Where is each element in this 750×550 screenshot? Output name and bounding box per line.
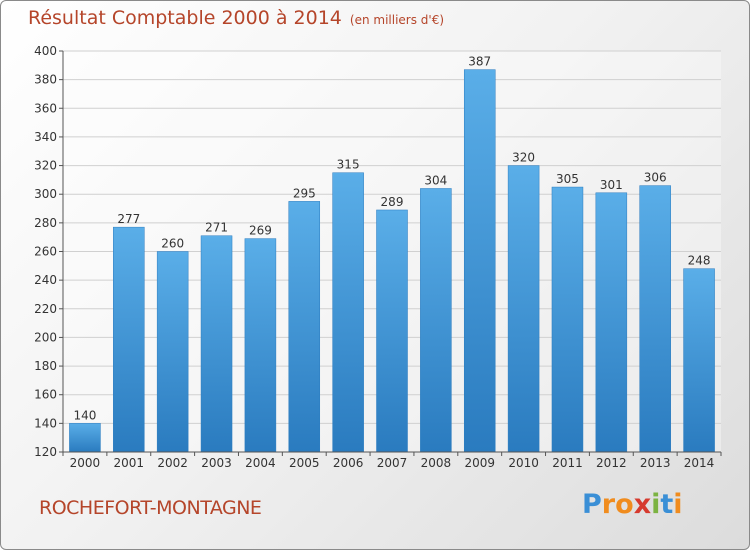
x-tick-label: 2005: [289, 456, 320, 470]
x-tick-label: 2004: [245, 456, 276, 470]
value-label: 289: [381, 195, 404, 209]
logo-letter: o: [615, 489, 634, 520]
y-tick-label: 380: [34, 73, 57, 87]
x-axis: 2000 2001 2002 2003 2004 2005 2006 2007 2008 2009…: [62, 451, 722, 470]
bar-2006: [332, 172, 364, 453]
bar-2007: [376, 209, 408, 453]
bars: 140 277 260 271 269 295 315 289 304 387 320 305 301 3…: [69, 55, 715, 453]
y-tick-label: 400: [34, 44, 57, 58]
logo-letter: P: [582, 489, 602, 520]
y-tick-label: 340: [34, 130, 57, 144]
logo-letter: x: [633, 489, 652, 520]
logo-letter: r: [601, 489, 616, 520]
x-tick-label: 2006: [333, 456, 364, 470]
value-label: 301: [600, 178, 623, 192]
bar-2001: [113, 226, 145, 453]
y-tick-label: 240: [34, 273, 57, 287]
bar-2012: [595, 192, 628, 453]
value-label: 315: [337, 158, 360, 172]
logo-letter: i: [673, 489, 683, 520]
y-tick-label: 200: [34, 330, 57, 344]
logo-letter: t: [660, 489, 674, 520]
value-label: 304: [424, 173, 447, 187]
y-tick-label: 220: [34, 302, 57, 316]
commune-name: ROCHEFORT-MONTAGNE: [39, 497, 262, 519]
x-tick-label: 2012: [596, 456, 627, 470]
x-tick-label: 2008: [421, 456, 452, 470]
y-tick-label: 320: [34, 159, 57, 173]
bar-2008: [420, 188, 452, 453]
bar-2002: [156, 251, 189, 453]
y-tick-label: 160: [34, 388, 57, 402]
y-tick-label: 260: [34, 245, 57, 259]
value-label: 140: [73, 408, 96, 422]
bar-2004: [244, 238, 277, 453]
y-axis: 120 140 160 180 200 220 240 260 280 300 320 340 360 3…: [34, 44, 64, 459]
logo-letter: i: [651, 489, 661, 520]
chart-unit: (en milliers d'€): [349, 13, 445, 27]
bar-2003: [200, 235, 233, 453]
value-label: 260: [161, 237, 184, 251]
x-tick-label: 2003: [201, 456, 232, 470]
value-label: 248: [688, 254, 711, 268]
value-label: 320: [512, 151, 535, 165]
chart-title: Résultat Comptable 2000 à 2014 (en millie…: [28, 7, 444, 29]
value-label: 271: [205, 221, 228, 235]
x-tick-label: 2010: [508, 456, 539, 470]
x-tick-label: 2001: [114, 456, 145, 470]
bar-2014: [683, 268, 715, 453]
y-tick-label: 360: [34, 101, 57, 115]
y-tick-label: 180: [34, 359, 57, 373]
y-tick-label: 120: [34, 445, 57, 459]
x-tick-label: 2013: [640, 456, 671, 470]
chart-title-text: Résultat Comptable 2000 à 2014: [28, 7, 342, 29]
value-label: 269: [249, 224, 272, 238]
value-label: 387: [468, 55, 491, 69]
x-tick-label: 2014: [684, 456, 715, 470]
proxiti-logo[interactable]: Proxiti: [582, 489, 683, 520]
bar-2011: [551, 186, 584, 453]
bar-2000: [69, 423, 101, 453]
y-tick-label: 300: [34, 187, 57, 201]
x-tick-label: 2000: [70, 456, 101, 470]
x-tick-label: 2007: [377, 456, 408, 470]
x-tick-label: 2002: [157, 456, 188, 470]
value-label: 305: [556, 172, 579, 186]
bar-2005: [288, 201, 321, 453]
x-tick-label: 2009: [464, 456, 495, 470]
value-label: 277: [117, 212, 140, 226]
y-tick-label: 280: [34, 216, 57, 230]
bar-2013: [639, 185, 671, 453]
y-tick-label: 140: [34, 416, 57, 430]
value-label: 295: [293, 186, 316, 200]
x-tick-label: 2011: [552, 456, 583, 470]
bar-2010: [507, 165, 540, 453]
bar-2009: [463, 69, 496, 453]
value-label: 306: [644, 171, 667, 185]
